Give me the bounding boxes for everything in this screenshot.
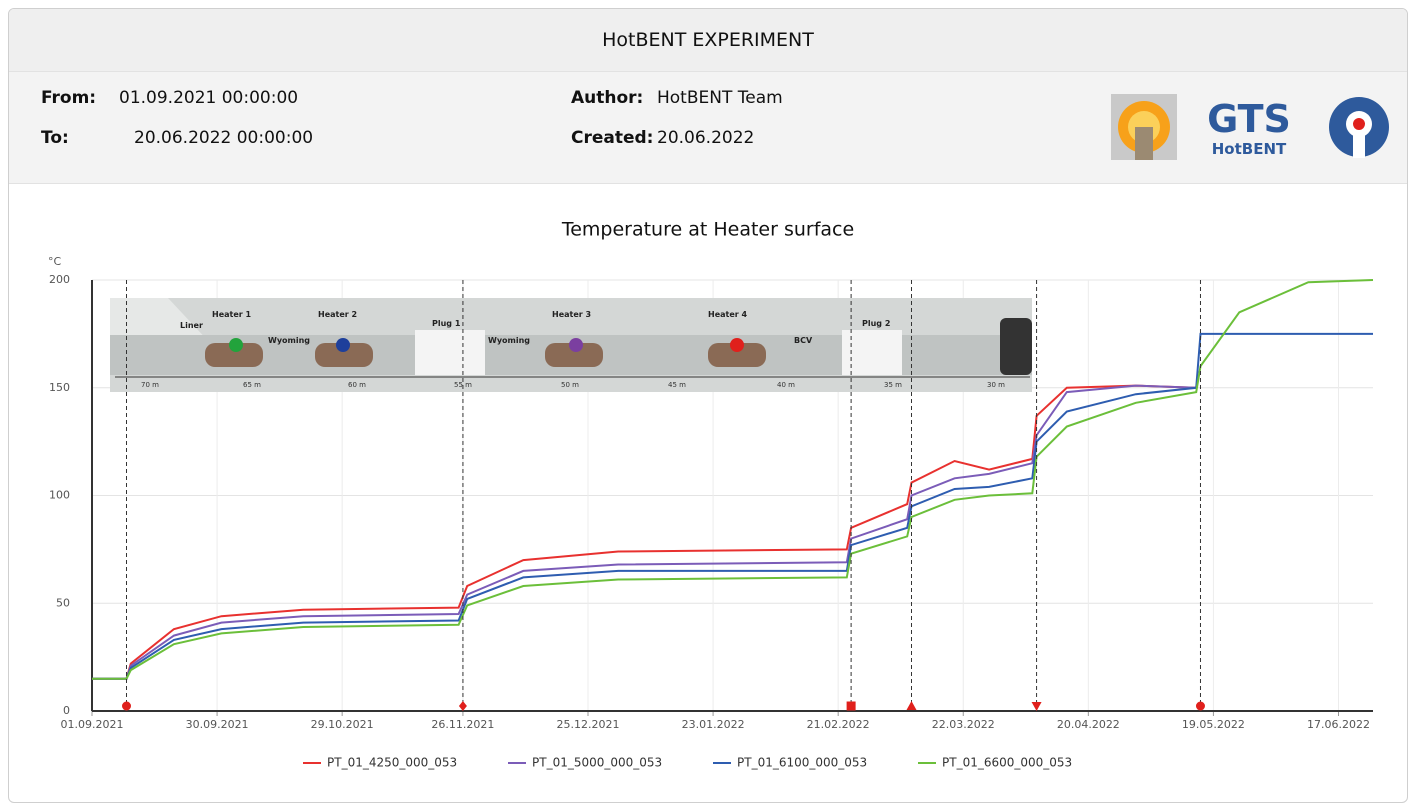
inset-sensor [336,338,350,352]
inset-door [1000,318,1032,375]
x-tick-label: 01.09.2021 [61,718,124,731]
event-marker [847,702,856,711]
x-tick-label: 30.09.2021 [186,718,249,731]
event-marker [1032,702,1042,711]
x-tick-label: 19.05.2022 [1182,718,1245,731]
inset-label: Liner [180,321,203,330]
chart: Temperature at Heater surface °C 0 50 100 1… [0,0,1416,803]
event-marker [459,701,467,711]
inset-label: Heater 4 [708,310,748,319]
inset-label: Wyoming [488,336,530,345]
inset-scale-label: 70 m [141,381,159,389]
inset-scale-label: 50 m [561,381,579,389]
y-tick-label: 100 [49,489,70,502]
x-tick-label: 20.04.2022 [1057,718,1120,731]
inset-scale-label: 45 m [668,381,686,389]
y-tick-label: 200 [49,273,70,286]
inset-scale-label: 40 m [777,381,795,389]
inset: Liner Heater 1 Wyoming Heater 2 Plug 1 W… [110,298,1032,392]
event-marker [906,701,916,710]
series-line [92,386,1196,679]
inset-sensor [569,338,583,352]
inset-plug [415,330,485,375]
inset-label: Plug 1 [432,319,461,328]
legend-label: PT_01_5000_000_053 [532,756,662,770]
inset-scale-label: 30 m [987,381,1005,389]
y-tick-label: 0 [63,704,70,717]
chart-title: Temperature at Heater surface [561,219,854,241]
series-line [92,386,1196,679]
x-tick-label: 26.11.2021 [431,718,494,731]
x-tick-label: 17.06.2022 [1307,718,1370,731]
x-tick-label: 23.01.2022 [682,718,745,731]
inset-label: Wyoming [268,336,310,345]
x-tick-label: 22.03.2022 [932,718,995,731]
event-marker [1196,702,1205,711]
y-tick-label: 150 [49,381,70,394]
event-marker [122,702,131,711]
inset-scale-label: 35 m [884,381,902,389]
inset-sensor [229,338,243,352]
x-tick-label: 29.10.2021 [311,718,374,731]
inset-label: Heater 3 [552,310,591,319]
legend-label: PT_01_4250_000_053 [327,756,457,770]
inset-label: Heater 2 [318,310,357,319]
inset-scale-label: 60 m [348,381,366,389]
inset-label: Plug 2 [862,319,890,328]
inset-label: Heater 1 [212,310,252,319]
legend-label: PT_01_6600_000_053 [942,756,1072,770]
x-tick-label: 25.12.2021 [557,718,620,731]
inset-scale-label: 65 m [243,381,261,389]
inset-sensor [730,338,744,352]
inset-label: BCV [794,336,813,345]
y-unit: °C [48,255,62,268]
y-tick-label: 50 [56,596,70,609]
legend-label: PT_01_6100_000_053 [737,756,867,770]
x-tick-label: 21.02.2022 [807,718,870,731]
